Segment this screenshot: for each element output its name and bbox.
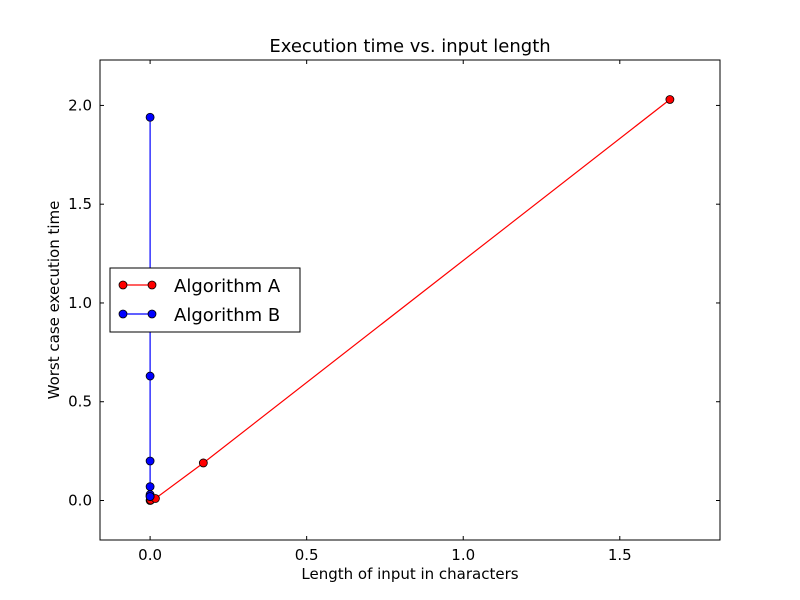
legend-label-algorithm-a: Algorithm A bbox=[174, 276, 281, 297]
legend: Algorithm A Algorithm B bbox=[109, 267, 301, 333]
data-point-algorithm-b bbox=[145, 492, 155, 501]
chart-title: Execution time vs. input length bbox=[269, 36, 550, 57]
series-layer bbox=[145, 95, 675, 505]
x-axis-label: Length of input in characters bbox=[301, 565, 518, 583]
legend-marker-algorithm-b-1 bbox=[118, 309, 128, 319]
x-axis-ticks: 0.0 0.5 1.0 1.5 bbox=[138, 60, 632, 564]
data-point-algorithm-a bbox=[198, 458, 208, 468]
y-tick-label: 0.5 bbox=[68, 393, 92, 411]
y-axis-ticks: 0.0 0.5 1.0 1.5 2.0 bbox=[68, 96, 720, 509]
y-tick-label: 0.0 bbox=[68, 491, 92, 509]
data-point-algorithm-b bbox=[145, 112, 155, 122]
legend-marker-algorithm-a-1 bbox=[118, 280, 128, 290]
x-tick-label: 1.5 bbox=[608, 546, 632, 564]
x-tick-label: 0.0 bbox=[138, 546, 162, 564]
legend-marker-algorithm-b-2 bbox=[147, 309, 157, 319]
data-point-algorithm-a bbox=[665, 95, 675, 104]
y-tick-label: 2.0 bbox=[68, 96, 92, 114]
legend-box bbox=[109, 267, 301, 333]
y-tick-label: 1.5 bbox=[68, 195, 92, 213]
legend-marker-algorithm-a-2 bbox=[147, 280, 157, 290]
data-point-algorithm-b bbox=[145, 371, 155, 381]
x-tick-label: 0.5 bbox=[295, 546, 319, 564]
legend-label-algorithm-b: Algorithm B bbox=[174, 305, 280, 326]
y-axis-label: Worst case execution time bbox=[45, 201, 63, 400]
data-point-algorithm-b bbox=[145, 456, 155, 466]
plot-frame bbox=[99, 59, 721, 541]
x-tick-label: 1.0 bbox=[451, 546, 475, 564]
data-point-algorithm-b bbox=[145, 482, 155, 492]
y-tick-label: 1.0 bbox=[68, 294, 92, 312]
